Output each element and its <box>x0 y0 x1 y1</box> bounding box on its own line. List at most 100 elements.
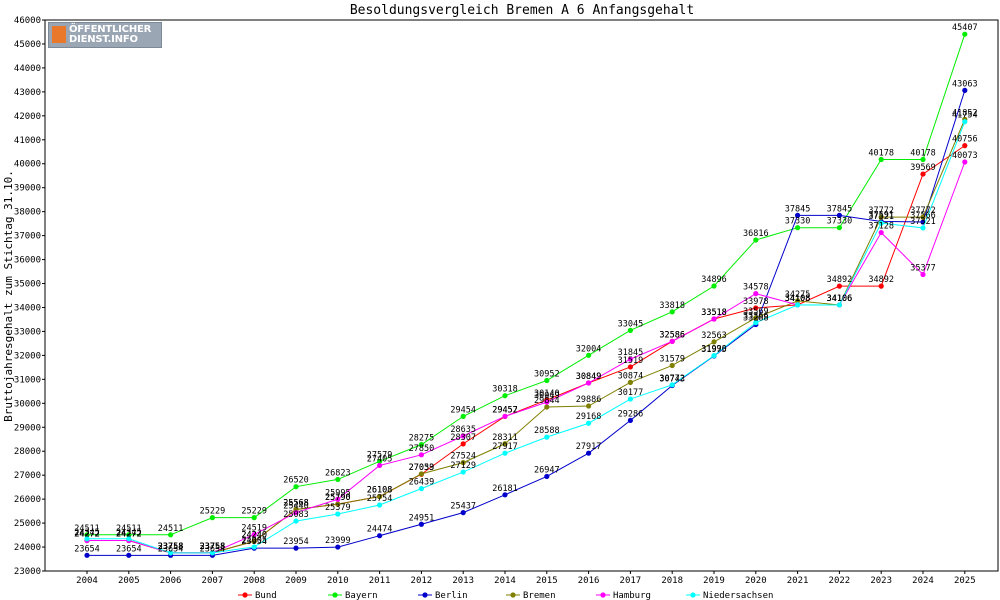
data-label-bremen: 32563 <box>701 331 727 341</box>
x-tick-label: 2016 <box>578 576 600 586</box>
data-point-hamburg <box>418 452 424 458</box>
data-label-berlin: 33288 <box>743 314 769 324</box>
data-point-berlin <box>544 473 550 480</box>
data-label-bund: 40756 <box>952 135 978 145</box>
data-point-bremen <box>335 501 341 507</box>
data-label-bayern: 40178 <box>910 148 936 158</box>
data-label-bayern: 32004 <box>576 344 602 354</box>
data-point-hamburg <box>460 433 466 439</box>
data-label-hamburg: 30049 <box>534 391 560 401</box>
series-line-bayern <box>87 34 966 536</box>
data-point-berlin <box>418 521 424 527</box>
y-tick-label: 45000 <box>14 40 41 50</box>
legend-label-berlin: Berlin <box>435 591 468 600</box>
data-label-niedersachsen: 29168 <box>576 412 602 422</box>
x-tick-label: 2024 <box>912 576 934 586</box>
series-line-niedersachsen <box>87 121 966 554</box>
plot-frame <box>44 19 999 572</box>
y-tick-label: 26000 <box>14 495 41 505</box>
y-tick-label: 39000 <box>14 184 41 194</box>
y-axis-ticks: 23000 24000 25000 26000 27000 28000 29000 30000… <box>14 16 45 577</box>
data-label-bayern: 26520 <box>283 476 309 486</box>
data-label-hamburg: 24272 <box>116 530 142 540</box>
logo: ÖFFENTLICHER DIENST.INFO <box>48 22 162 48</box>
data-point-niedersachsen <box>878 220 884 226</box>
data-label-hamburg: 25995 <box>325 488 351 498</box>
data-label-niedersachsen: 24005 <box>241 536 267 546</box>
y-tick-label: 32000 <box>14 351 41 361</box>
legend-label-hamburg: Hamburg <box>613 591 651 600</box>
data-point-bremen <box>418 471 424 477</box>
data-point-berlin <box>377 533 383 539</box>
data-label-niedersachsen: 37321 <box>910 217 936 227</box>
data-label-bremen: 23758 <box>158 542 184 552</box>
x-tick-label: 2011 <box>369 576 391 586</box>
y-tick-label: 37000 <box>14 232 41 242</box>
y-tick-label: 35000 <box>14 280 41 290</box>
data-point-bayern <box>795 225 801 231</box>
data-point-bayern <box>962 31 968 37</box>
data-label-niedersachsen: 25754 <box>367 494 393 504</box>
y-tick-label: 28000 <box>14 447 41 457</box>
data-label-bremen: 34275 <box>785 290 811 300</box>
data-label-hamburg: 33518 <box>701 308 727 318</box>
data-label-bund: 25568 <box>283 498 309 508</box>
y-tick-label: 46000 <box>14 16 41 26</box>
data-label-berlin: 37566 <box>910 211 936 221</box>
data-label-berlin: 37845 <box>785 204 811 214</box>
legend-marker-berlin <box>422 592 428 598</box>
y-axis-label: Bruttojahresgehalt zum Stichtag 31.10. <box>2 170 15 422</box>
data-label-niedersachsen: 33366 <box>743 312 769 322</box>
x-tick-label: 2005 <box>118 576 140 586</box>
x-tick-label: 2004 <box>76 576 98 586</box>
data-label-niedersachsen: 25083 <box>283 510 309 520</box>
data-label-hamburg: 34108 <box>785 294 811 304</box>
data-point-niedersachsen <box>251 544 257 550</box>
data-label-niedersachsen: 34108 <box>785 294 811 304</box>
data-label-niedersachsen: 26439 <box>409 478 435 488</box>
legend-marker-bund <box>242 592 248 598</box>
data-label-bayern: 27579 <box>367 450 393 460</box>
data-label-bund: 29452 <box>492 405 518 415</box>
data-point-bayern <box>627 327 634 333</box>
legend-label-bremen: Bremen <box>523 591 556 600</box>
data-point-berlin <box>293 545 299 551</box>
data-label-hamburg: 31845 <box>618 348 644 358</box>
data-point-bayern <box>460 413 466 419</box>
data-point-berlin <box>502 492 508 498</box>
data-label-bund: 25790 <box>325 493 351 503</box>
data-point-niedersachsen <box>84 536 90 542</box>
data-point-hamburg <box>669 338 675 344</box>
x-tick-label: 2013 <box>452 576 474 586</box>
data-point-berlin <box>126 552 132 558</box>
data-label-bayern: 37330 <box>827 217 853 227</box>
legend-marker-hamburg <box>600 592 606 598</box>
data-point-hamburg <box>335 496 341 502</box>
data-point-bayern <box>293 484 299 490</box>
y-tick-label: 34000 <box>14 303 41 313</box>
x-tick-label: 2012 <box>411 576 433 586</box>
y-tick-label: 43000 <box>14 88 41 98</box>
data-point-bremen <box>586 403 592 409</box>
series-line-berlin <box>87 90 966 556</box>
data-label-bayern: 34896 <box>701 275 727 285</box>
data-label-niedersachsen: 31990 <box>701 345 727 355</box>
data-point-bayern <box>920 156 926 163</box>
x-axis-ticks: 2004 2005 2006 2007 2008 2009 2010 2011 2012 2013… <box>76 571 976 586</box>
data-point-bremen <box>878 214 884 220</box>
data-point-hamburg <box>586 380 592 386</box>
data-point-bayern <box>335 476 341 483</box>
data-label-bayern: 25229 <box>241 507 267 517</box>
data-label-bayern: 24511 <box>158 524 184 534</box>
data-point-bayern <box>669 309 675 315</box>
data-label-bayern: 26823 <box>325 468 351 478</box>
data-point-niedersachsen <box>126 536 132 542</box>
y-tick-label: 25000 <box>14 519 41 529</box>
data-label-bund: 24272 <box>116 530 142 540</box>
data-label-niedersachsen: 25379 <box>325 503 351 513</box>
data-label-bayern: 45407 <box>952 23 978 33</box>
x-tick-label: 2008 <box>243 576 265 586</box>
x-tick-label: 2023 <box>870 576 892 586</box>
data-point-bremen <box>920 214 926 220</box>
